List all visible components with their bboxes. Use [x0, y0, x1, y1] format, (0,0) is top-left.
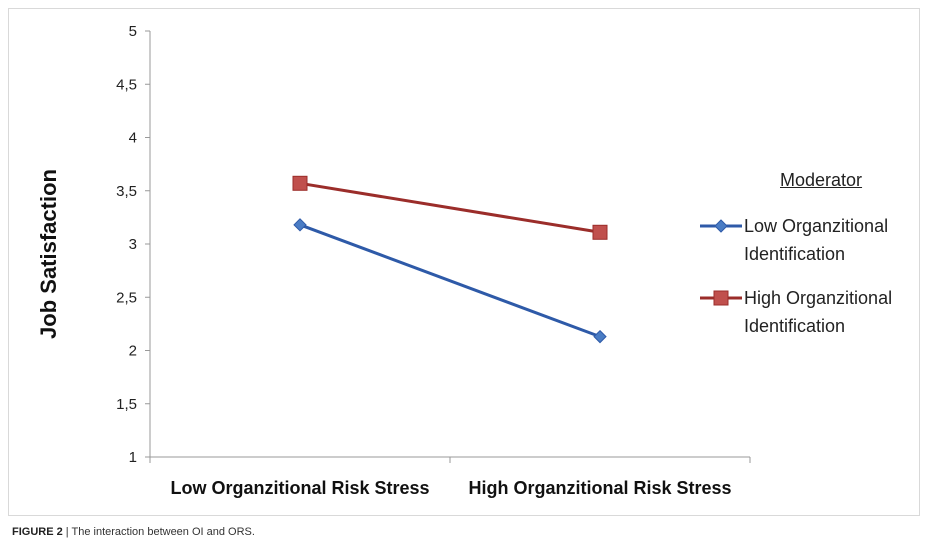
y-tick-label: 1,5 — [116, 396, 137, 413]
y-tick-label: 4 — [129, 130, 137, 147]
y-tick-label: 1 — [129, 449, 137, 466]
y-tick-label: 5 — [129, 23, 137, 40]
legend-marker-0 — [714, 219, 728, 233]
chart-frame — [8, 8, 920, 516]
legend-markers — [700, 219, 742, 306]
data-point-1-1 — [592, 224, 608, 240]
data-point-0-0 — [293, 218, 307, 232]
caption-separator: | — [65, 526, 69, 538]
data-point-1-0 — [292, 175, 308, 191]
y-tick-label: 3,5 — [116, 183, 137, 200]
x-tick-label: High Organzitional Risk Stress — [468, 478, 731, 498]
legend-marker-1 — [713, 290, 729, 306]
series-lines — [292, 175, 608, 344]
y-tick-label: 2 — [129, 343, 137, 360]
axes: Job Satisfaction — [36, 31, 750, 458]
y-axis-label: Job Satisfaction — [36, 169, 61, 339]
series-line-0 — [299, 223, 601, 339]
caption-text: The interaction between OI and ORS. — [71, 526, 255, 538]
series-line-1 — [299, 181, 601, 234]
legend-entry-low-identification: Low Organzitional Identification — [744, 216, 889, 264]
y-tick-label: 2,5 — [116, 289, 137, 306]
figure-caption: FIGURE 2 | The interaction between OI an… — [12, 526, 255, 538]
line-chart: Job Satisfaction 1 1,5 2 2,5 3 3,5 4 4,5 5 Low Or… — [36, 23, 751, 498]
y-tick-label: 3 — [129, 236, 137, 253]
axis-ticks: 1 1,5 2 2,5 3 3,5 4 4,5 5 Low Organzitional Risk … — [116, 23, 751, 498]
x-tick-label: Low Organzitional Risk Stress — [170, 478, 429, 498]
data-point-0-1 — [593, 329, 607, 344]
legend-title: Moderator — [780, 170, 863, 190]
y-tick-label: 4,5 — [116, 76, 137, 93]
legend-entry-high-identification: High Organzitional Identification — [744, 288, 893, 336]
caption-label: FIGURE 2 — [12, 526, 63, 538]
